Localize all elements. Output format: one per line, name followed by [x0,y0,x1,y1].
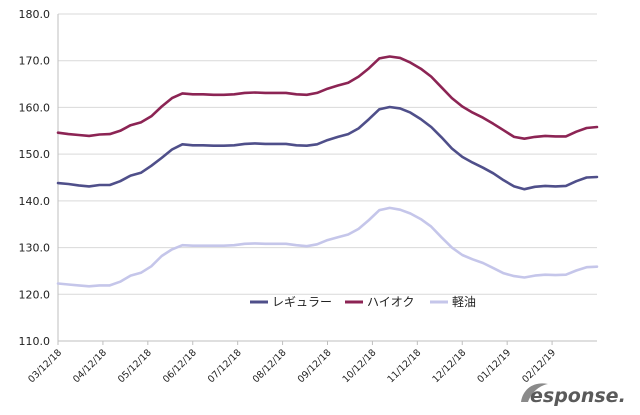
x-tick-label: 02/12/19 [520,347,558,385]
x-tick-label: 05/12/18 [116,347,154,385]
y-tick-label: 160.0 [19,101,51,114]
x-tick-label: 10/12/18 [341,347,379,385]
y-tick-label: 120.0 [19,288,51,301]
x-tick-label: 04/12/18 [71,347,109,385]
x-tick-label: 08/12/18 [251,347,289,385]
watermark-swoosh [521,383,548,402]
y-tick-label: 110.0 [19,335,51,348]
x-tick-label: 12/12/18 [430,347,468,385]
response-watermark-logo: esponse. [521,383,626,407]
y-axis: 110.0 120.0 130.0 140.0 150.0 160.0 170.0 180.0 [19,8,59,348]
y-tick-label: 140.0 [19,195,51,208]
x-tick-label: 09/12/18 [296,347,334,385]
y-tick-label: 170.0 [19,55,51,68]
legend-label: レギュラー [272,295,332,309]
x-tick-label: 03/12/18 [26,347,64,385]
y-tick-label: 130.0 [19,242,51,255]
x-tick-label: 07/12/18 [206,347,244,385]
series-line-1 [56,105,599,191]
series-lines [56,55,599,288]
legend: レギュラー ハイオク 軽油 [250,295,476,309]
x-tick-label: 11/12/18 [386,347,424,385]
x-tick-label: 06/12/18 [161,347,199,385]
grid-lines [58,13,597,295]
legend-label: ハイオク [367,295,415,309]
legend-label: 軽油 [452,295,476,309]
series-line-3 [56,206,599,288]
y-tick-label: 180.0 [19,8,51,21]
watermark-text: esponse. [530,385,626,407]
x-axis: 03/12/18 04/12/18 05/12/18 06/12/18 07/12/18… [26,340,597,385]
x-tick-label: 01/12/19 [475,347,513,385]
series-line-2 [56,55,599,140]
y-tick-label: 150.0 [19,148,51,161]
